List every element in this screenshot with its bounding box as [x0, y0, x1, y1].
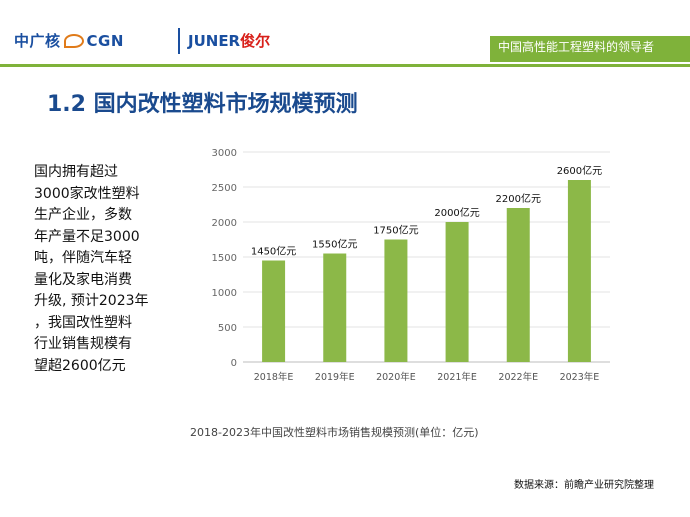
juner-logo: JUNER俊尔	[188, 30, 270, 51]
chart-title: 2018-2023年中国改性塑料市场销售规模预测(单位：亿元)	[190, 426, 479, 439]
body-line: 吨，伴随汽车轻	[34, 250, 132, 266]
y-tick-label: 1500	[212, 253, 237, 264]
bar	[262, 260, 286, 362]
tagline-bar	[490, 36, 690, 62]
data-label: 2000亿元	[434, 206, 479, 219]
bar	[323, 253, 347, 362]
bar	[567, 180, 591, 362]
x-tick-label: 2018年E	[254, 371, 294, 383]
body-line: 年产量不足3000	[34, 228, 140, 245]
data-label: 1750亿元	[373, 224, 418, 237]
swirl-icon	[63, 34, 84, 48]
juner-logo-en: JUNER	[188, 32, 241, 50]
logo-divider	[178, 28, 180, 54]
body-text: 国内拥有超过 3000家改性塑料 生产企业，多数 年产量不足3000 吨，伴随汽…	[34, 162, 184, 377]
chart-svg: 0 500 1000 1500 2000 2500 3000 1450亿元 2018年E 1550…	[212, 148, 610, 383]
body-line: 国内拥有超过	[34, 164, 118, 180]
header: 中广核 CGN JUNER俊尔 中国高性能工程塑料的领导者	[0, 0, 690, 67]
body-line: ，我国改性塑料	[34, 314, 132, 331]
body-line: 升级, 预计2023年	[34, 293, 149, 309]
data-label: 2600亿元	[557, 164, 602, 177]
bar	[384, 239, 408, 362]
cgn-logo: 中广核 CGN	[14, 30, 124, 51]
body-line: 量化及家电消费	[34, 271, 132, 288]
x-tick-label: 2021年E	[437, 371, 477, 383]
y-tick-label: 500	[218, 323, 237, 334]
data-label: 1450亿元	[251, 245, 296, 258]
data-label: 1550亿元	[312, 238, 357, 251]
y-tick-label: 3000	[212, 148, 237, 159]
body-line: 行业销售规模有	[34, 336, 132, 352]
header-divider	[0, 64, 690, 67]
bar	[445, 222, 469, 362]
y-tick-label: 2000	[212, 218, 237, 229]
juner-logo-cn: 俊尔	[240, 32, 271, 50]
cgn-logo-cn: 中广核	[14, 32, 61, 50]
x-tick-label: 2023年E	[560, 371, 600, 383]
tagline: 中国高性能工程塑料的领导者	[498, 40, 655, 54]
body-line: 生产企业，多数	[34, 207, 132, 223]
y-tick-label: 0	[231, 358, 237, 369]
data-source: 数据来源：前瞻产业研究院整理	[514, 480, 654, 491]
body-line: 3000家改性塑料	[34, 185, 140, 202]
x-tick-label: 2019年E	[315, 371, 355, 383]
cgn-logo-en: CGN	[86, 32, 124, 50]
body-line: 望超2600亿元	[34, 357, 126, 374]
y-tick-label: 1000	[212, 288, 237, 299]
bar	[506, 208, 530, 362]
page-title: 1.2 国内改性塑料市场规模预测	[47, 92, 358, 117]
y-tick-label: 2500	[212, 183, 237, 194]
bar-chart: 0 500 1000 1500 2000 2500 3000 1450亿元 2018年E 1550…	[195, 140, 625, 400]
data-label: 2200亿元	[496, 192, 541, 205]
x-tick-label: 2022年E	[498, 371, 538, 383]
x-tick-label: 2020年E	[376, 371, 416, 383]
